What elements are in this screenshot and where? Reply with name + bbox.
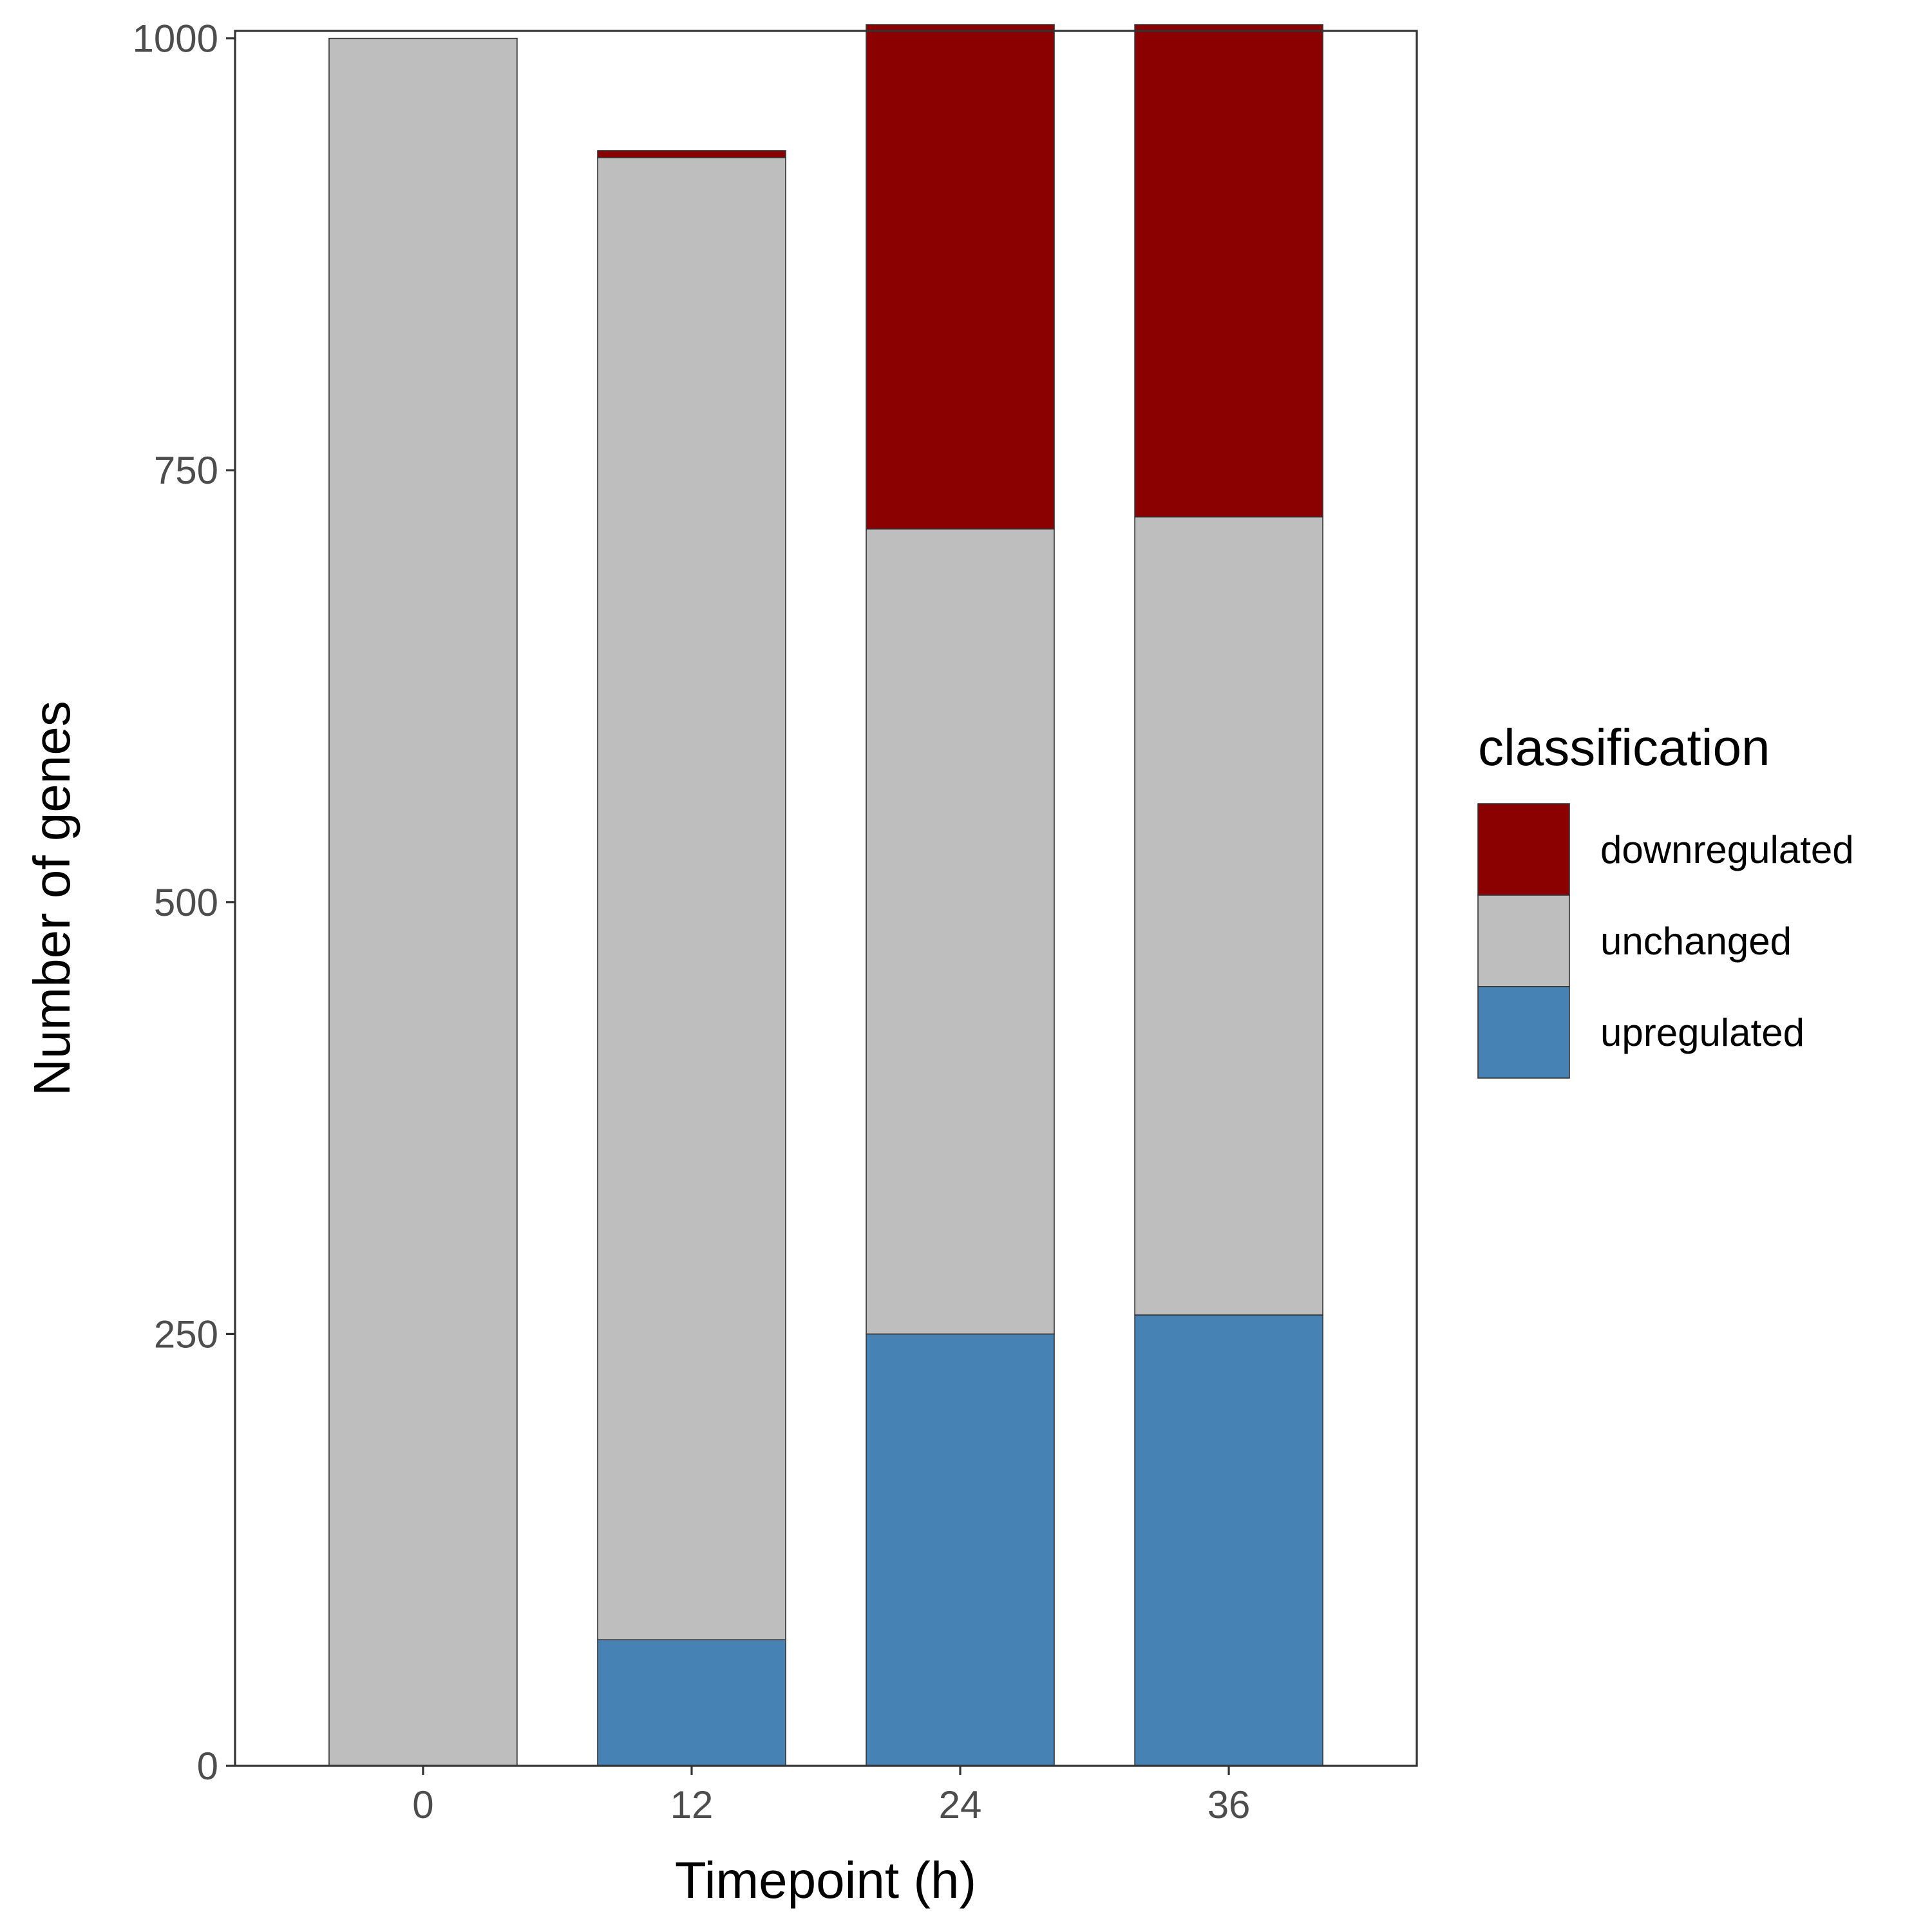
y-axis: 0 250 500 750 1000 [133,17,235,1788]
legend-key-downregulated [1477,803,1570,896]
bar-downregulated-24 [866,24,1055,530]
x-tick-label-12: 12 [670,1783,714,1826]
legend-key-unchanged [1477,895,1570,987]
y-tick-label-750: 750 [154,449,218,492]
bar-unchanged-36 [1134,516,1323,1316]
legend: classification downregulated unchanged upr… [1477,719,1854,1079]
x-tick-label-0: 0 [412,1783,433,1826]
bars-layer [328,24,1323,1766]
legend-label-upregulated: upregulated [1600,1011,1804,1054]
x-axis: 0 12 24 36 [412,1766,1250,1826]
bar-upregulated-24 [866,1333,1055,1766]
y-tick-label-0: 0 [197,1745,218,1788]
bar-upregulated-12 [597,1639,786,1766]
legend-key-upregulated [1477,986,1570,1079]
bar-unchanged-12 [597,156,786,1640]
legend-title: classification [1478,719,1770,776]
y-tick-label-1000: 1000 [133,17,218,61]
bar-unchanged-24 [866,528,1055,1335]
x-axis-title: Timepoint (h) [675,1852,976,1909]
legend-items: downregulated unchanged upregulated [1477,803,1854,1079]
y-tick-label-500: 500 [154,881,218,924]
legend-label-downregulated: downregulated [1600,828,1854,871]
bar-unchanged-0 [328,37,518,1766]
bar-downregulated-12 [597,150,786,158]
legend-label-unchanged: unchanged [1600,920,1792,963]
y-axis-title: Number of genes [23,701,80,1096]
plot-panel-border [234,30,1418,1767]
x-tick-label-36: 36 [1208,1783,1251,1826]
y-tick-label-250: 250 [154,1312,218,1356]
x-tick-label-24: 24 [939,1783,982,1826]
bar-downregulated-36 [1134,24,1323,518]
bar-upregulated-36 [1134,1314,1323,1766]
